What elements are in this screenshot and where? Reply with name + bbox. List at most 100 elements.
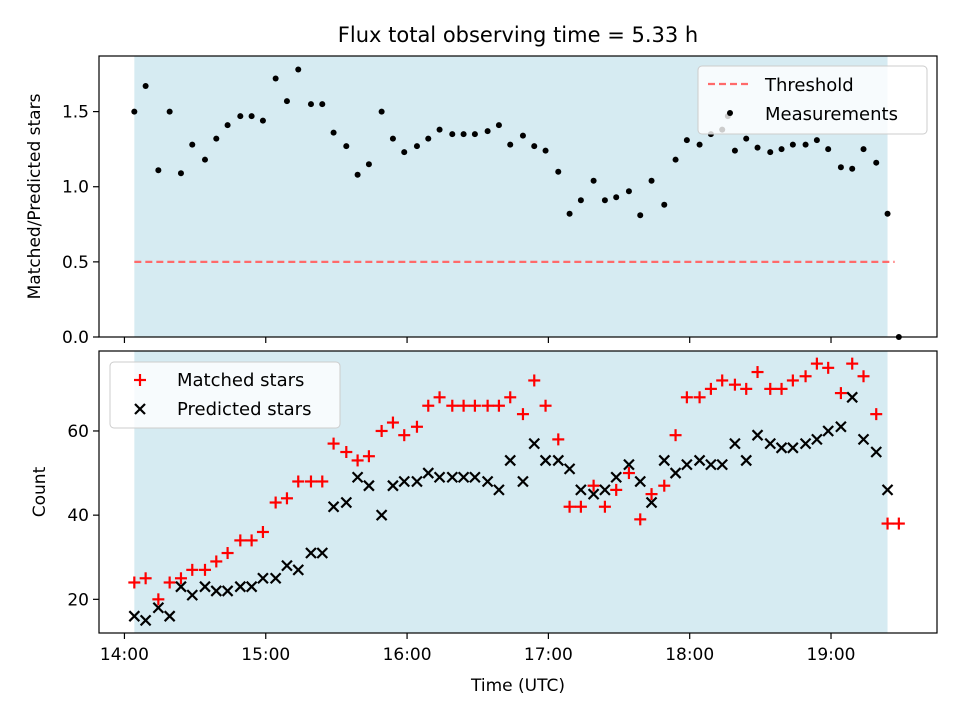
measurement-point <box>590 177 597 184</box>
measurement-point <box>307 101 314 108</box>
matched-stars-point <box>881 517 894 530</box>
measurement-point <box>860 146 867 153</box>
matched-stars-point <box>822 361 835 374</box>
ratio-y-axis-label: Matched/Predicted stars <box>25 93 45 299</box>
matched-stars-point <box>658 479 671 492</box>
predicted-stars-point <box>152 601 165 614</box>
measurement-point <box>142 83 149 90</box>
matched-stars-point <box>846 357 859 370</box>
matched-stars-point <box>716 374 729 387</box>
measurement-point <box>577 197 584 204</box>
matched-stars-point <box>786 374 799 387</box>
measurement-point <box>519 132 526 139</box>
measurement-point <box>248 113 255 120</box>
matched-stars-point <box>152 593 165 606</box>
predicted-stars-point <box>775 442 788 454</box>
predicted-stars-point <box>234 580 247 593</box>
matched-stars-point <box>198 563 211 576</box>
matched-stars-point <box>304 475 317 488</box>
measurement-point <box>354 171 361 178</box>
matched-stars-point <box>174 572 187 585</box>
measurement-point <box>283 98 290 105</box>
matched-stars-point <box>764 382 777 395</box>
predicted-stars-point <box>764 437 777 450</box>
measurement-point <box>789 141 796 148</box>
matched-stars-point <box>892 517 905 530</box>
predicted-stars-point <box>669 467 682 479</box>
measurement-point <box>601 197 608 204</box>
y-tick-label: 40 <box>67 506 89 526</box>
matched-stars-point <box>468 399 481 412</box>
measurement-point <box>213 135 220 142</box>
matched-stars-point <box>481 399 494 412</box>
matched-stars-point <box>316 475 329 488</box>
predicted-stars-point <box>822 425 834 437</box>
count-panel: 20 40 60 14:00 15:00 16:00 17:00 18:00 19:00 Co… <box>30 350 938 665</box>
matched-stars-point <box>810 357 823 370</box>
predicted-stars-point <box>705 458 717 471</box>
legend-matched-label: Matched stars <box>177 370 304 391</box>
matched-stars-point <box>563 500 576 513</box>
matched-stars-point <box>799 370 812 383</box>
legend-matched-swatch <box>134 374 146 386</box>
ratio-panel: 0.0 0.5 1.0 1.5 Matched/Predicted stars Thr… <box>25 55 938 348</box>
matched-stars-point <box>433 391 446 404</box>
matched-stars-point <box>256 525 269 538</box>
matched-stars-point <box>386 416 399 429</box>
measurement-point <box>319 101 326 108</box>
matched-stars-point <box>269 496 282 509</box>
predicted-stars-point <box>634 475 647 488</box>
predicted-stars-point <box>292 564 305 576</box>
matched-stars-point <box>516 408 529 421</box>
measurement-point <box>295 66 302 73</box>
measurement-point <box>436 126 443 133</box>
count-legend: Matched stars Predicted stars <box>109 361 341 429</box>
matched-stars-point <box>362 450 375 463</box>
ratio-legend-box <box>697 65 928 135</box>
matched-stars-point <box>351 454 364 467</box>
matched-stars-point <box>410 420 423 433</box>
predicted-stars-point <box>587 488 600 500</box>
measurement-point <box>166 108 173 115</box>
measurement-point <box>401 149 408 156</box>
y-tick-label: 20 <box>67 590 89 610</box>
predicted-stars-point <box>740 454 753 467</box>
matched-stars-point <box>139 572 152 585</box>
predicted-stars-point <box>846 391 858 404</box>
matched-stars-point <box>446 399 459 412</box>
predicted-stars-point <box>433 471 446 484</box>
matched-stars-point <box>221 547 234 560</box>
ratio-y-ticks: 0.0 0.5 1.0 1.5 <box>62 103 99 348</box>
measurement-point <box>425 135 432 142</box>
x-tick-label: 16:00 <box>383 645 432 665</box>
matched-stars-point <box>610 483 623 496</box>
measurement-point <box>648 177 655 184</box>
predicted-stars-point <box>163 610 176 622</box>
predicted-stars-point <box>599 484 611 496</box>
matched-stars-point <box>598 500 611 513</box>
predicted-stars-point <box>493 484 505 496</box>
matched-stars-point <box>634 513 647 526</box>
predicted-stars-point <box>221 585 234 597</box>
predicted-stars-point <box>446 471 459 484</box>
predicted-stars-point <box>175 580 187 593</box>
measurement-point <box>884 210 891 217</box>
count-axes-frame <box>98 350 938 634</box>
measurement-point <box>637 212 644 219</box>
matched-stars-point <box>163 576 176 589</box>
y-tick-label: 1.0 <box>62 178 89 198</box>
measurement-point <box>837 164 844 171</box>
x-tick-label: 18:00 <box>665 645 714 665</box>
measurement-point <box>389 135 396 142</box>
predicted-stars-point <box>128 610 141 622</box>
predicted-stars-point <box>539 454 552 467</box>
predicted-stars-point <box>681 458 693 471</box>
measurement-point <box>542 147 549 154</box>
predicted-stars-point <box>658 454 671 467</box>
predicted-stars-point <box>327 500 340 513</box>
x-axis-label: Time (UTC) <box>470 676 565 696</box>
predicted-stars-point <box>575 484 587 496</box>
x-tick-label: 15:00 <box>241 645 290 665</box>
matched-stars-point <box>539 399 552 412</box>
